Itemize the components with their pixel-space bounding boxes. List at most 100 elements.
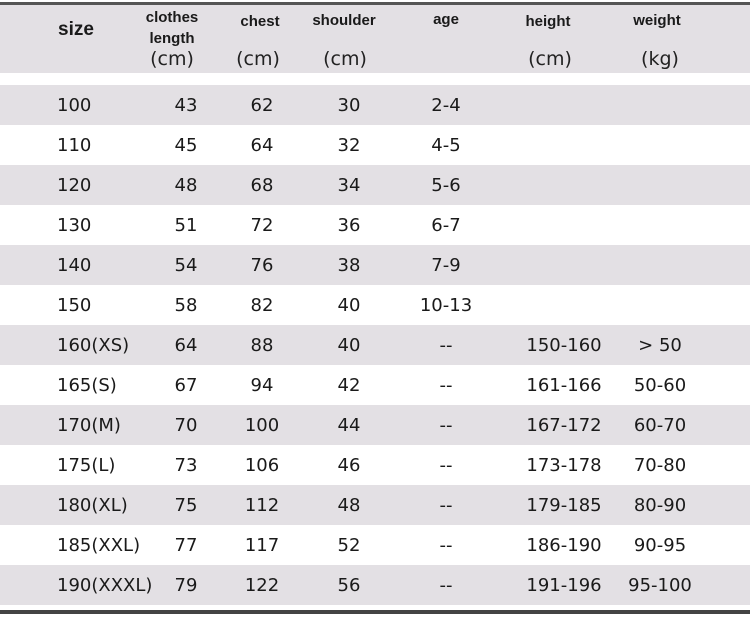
cell-size: 170(M) [57,415,121,436]
cell-clothes-length: 43 [174,95,198,116]
cell-shoulder: 36 [337,215,361,236]
cell-shoulder: 48 [337,495,361,516]
cell-weight: 50-60 [633,375,687,396]
cell-chest: 100 [244,415,280,436]
cell-weight: 95-100 [628,575,692,596]
cell-size: 150 [57,295,92,316]
cell-height: 167-172 [526,415,602,436]
cell-shoulder: 32 [337,135,361,156]
cell-size: 185(XXL) [57,535,141,556]
cell-age: -- [439,535,453,556]
table-row: 100 43 62 30 2-4 [0,85,750,125]
cell-size: 175(L) [57,455,116,476]
cell-shoulder: 46 [337,455,361,476]
cell-age: 10-13 [419,295,473,316]
cell-weight: 70-80 [633,455,687,476]
cell-clothes-length: 70 [174,415,198,436]
header-length: length [149,30,195,47]
cell-size: 165(S) [57,375,117,396]
table-row: 175(L) 73 106 46 -- 173-178 70-80 [0,445,750,485]
table-row: 110 45 64 32 4-5 [0,125,750,165]
cell-height: 191-196 [526,575,602,596]
cell-clothes-length: 45 [174,135,198,156]
unit-shoulder: (cm) [323,48,367,70]
cell-shoulder: 42 [337,375,361,396]
bottom-rule [0,610,750,614]
cell-height: 173-178 [526,455,602,476]
table-row: 130 51 72 36 6-7 [0,205,750,245]
cell-shoulder: 52 [337,535,361,556]
table-row: 165(S) 67 94 42 -- 161-166 50-60 [0,365,750,405]
cell-clothes-length: 73 [174,455,198,476]
header-height: height [525,13,571,30]
cell-age: 7-9 [431,255,461,276]
cell-clothes-length: 64 [174,335,198,356]
cell-clothes-length: 79 [174,575,198,596]
cell-age: -- [439,575,453,596]
cell-height: 161-166 [526,375,602,396]
table-row: 150 58 82 40 10-13 [0,285,750,325]
table-row: 190(XXXL) 79 122 56 -- 191-196 95-100 [0,565,750,605]
cell-shoulder: 30 [337,95,361,116]
cell-age: -- [439,335,453,356]
cell-age: 6-7 [431,215,461,236]
cell-age: 4-5 [431,135,461,156]
cell-weight: 90-95 [633,535,687,556]
table-row: 185(XXL) 77 117 52 -- 186-190 90-95 [0,525,750,565]
unit-chest: (cm) [236,48,280,70]
cell-chest: 76 [250,255,274,276]
header-age: age [433,11,459,28]
cell-clothes-length: 51 [174,215,198,236]
cell-age: 5-6 [431,175,461,196]
top-rule [0,2,750,5]
cell-height: 179-185 [526,495,602,516]
cell-chest: 122 [244,575,280,596]
cell-weight: 60-70 [633,415,687,436]
cell-age: -- [439,415,453,436]
unit-height: (cm) [528,48,572,70]
cell-chest: 82 [250,295,274,316]
cell-height: 186-190 [526,535,602,556]
cell-chest: 94 [250,375,274,396]
header-chest: chest [240,13,280,30]
cell-chest: 106 [244,455,280,476]
header-weight: weight [633,12,681,29]
cell-size: 120 [57,175,92,196]
cell-shoulder: 40 [337,335,361,356]
cell-shoulder: 34 [337,175,361,196]
table-row: 140 54 76 38 7-9 [0,245,750,285]
table-row: 180(XL) 75 112 48 -- 179-185 80-90 [0,485,750,525]
cell-chest: 117 [244,535,280,556]
cell-age: -- [439,455,453,476]
cell-shoulder: 56 [337,575,361,596]
cell-clothes-length: 75 [174,495,198,516]
cell-weight: > 50 [638,335,682,356]
cell-clothes-length: 58 [174,295,198,316]
cell-height: 150-160 [526,335,602,356]
header-size: size [58,19,94,40]
unit-clothes: (cm) [150,48,194,70]
cell-weight: 80-90 [633,495,687,516]
cell-chest: 64 [250,135,274,156]
cell-size: 110 [57,135,92,156]
cell-chest: 88 [250,335,274,356]
cell-shoulder: 44 [337,415,361,436]
cell-age: -- [439,375,453,396]
cell-chest: 68 [250,175,274,196]
header-shoulder: shoulder [312,12,376,29]
cell-age: -- [439,495,453,516]
table-row: 170(M) 70 100 44 -- 167-172 60-70 [0,405,750,445]
table-row: 160(XS) 64 88 40 -- 150-160 > 50 [0,325,750,365]
cell-clothes-length: 54 [174,255,198,276]
table-header: size clothes length chest shoulder age h… [0,5,750,73]
unit-weight: (kg) [641,48,679,70]
cell-size: 140 [57,255,92,276]
cell-chest: 72 [250,215,274,236]
cell-clothes-length: 67 [174,375,198,396]
cell-size: 160(XS) [57,335,130,356]
cell-size: 190(XXXL) [57,575,153,596]
header-clothes: clothes [145,9,199,26]
cell-size: 130 [57,215,92,236]
cell-chest: 112 [244,495,280,516]
cell-age: 2-4 [431,95,461,116]
